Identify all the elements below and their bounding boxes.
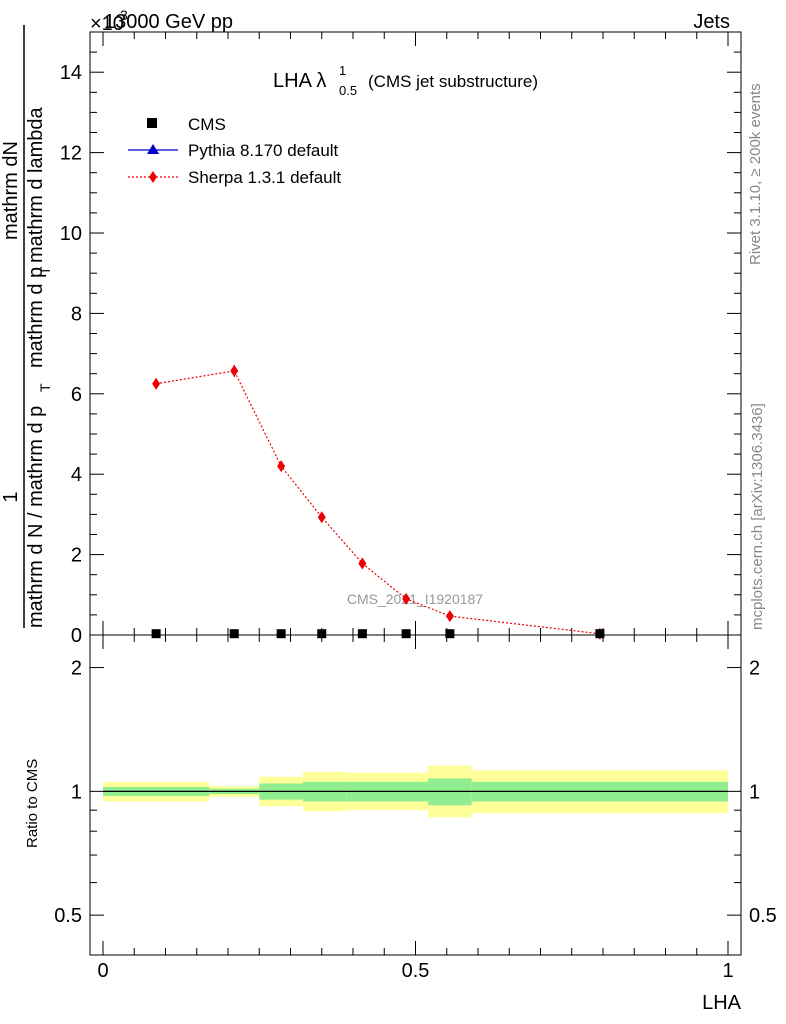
sherpa-point xyxy=(358,557,367,570)
legend-cms-label: CMS xyxy=(188,115,226,134)
cms-point xyxy=(401,629,411,639)
main-y-tick-label: 4 xyxy=(71,464,82,486)
legend-cms-marker xyxy=(147,118,157,128)
main-y-tick-label: 0 xyxy=(71,625,82,647)
sherpa-point xyxy=(230,364,239,377)
sherpa-point xyxy=(402,592,411,605)
ratio-tick-labels: 0.5 0.5 1 1 2 2 0 0.5 1 xyxy=(54,658,777,982)
main-y-tick-label: 14 xyxy=(60,62,82,84)
exponent-label: ×10 xyxy=(90,13,124,35)
ratio-y-tick-label-left: 1 xyxy=(71,781,82,803)
ratio-y-tick-label-right: 0.5 xyxy=(749,905,777,927)
legend-pythia-marker xyxy=(147,144,159,154)
y-label-inner-numerator: mathrm dN xyxy=(0,141,22,240)
legend-sherpa-marker xyxy=(149,171,157,183)
cms-point xyxy=(445,629,455,639)
y-label-denominator-2: mathrm d p xyxy=(25,267,47,368)
cms-point xyxy=(317,629,327,639)
top-y-axis-label: 1 mathrm dN mathrm d N / mathrm d p T ma… xyxy=(0,25,53,628)
y-label-denominator-sub: T xyxy=(37,383,53,392)
ratio-x-tick-label: 0.5 xyxy=(402,960,430,982)
cms-point xyxy=(595,629,605,639)
sherpa-point xyxy=(317,511,326,524)
process-label: Jets xyxy=(693,11,730,33)
y-label-numerator: 1 xyxy=(0,491,22,502)
legend: CMS Pythia 8.170 default Sherpa 1.3.1 de… xyxy=(128,115,341,187)
ratio-x-tick-label: 1 xyxy=(722,960,733,982)
analysis-watermark: CMS_2021_I1920187 xyxy=(347,591,483,607)
main-y-tick-label: 8 xyxy=(71,303,82,325)
y-label-denominator-sub-2: T xyxy=(37,266,53,275)
sherpa-series-line xyxy=(156,370,600,635)
title-subscript: 0.5 xyxy=(339,83,357,98)
ratio-y-tick-label-right: 2 xyxy=(749,658,760,680)
ratio-x-tick-label: 0 xyxy=(97,960,108,982)
main-y-tick-label: 2 xyxy=(71,545,82,567)
ratio-y-axis-label: Ratio to CMS xyxy=(24,759,41,848)
title-tail: (CMS jet substructure) xyxy=(368,72,538,91)
main-y-tick-label: 10 xyxy=(60,223,82,245)
sherpa-point xyxy=(445,610,454,623)
rivet-label: Rivet 3.1.10, ≥ 200k events xyxy=(747,83,764,265)
mcplots-label: mcplots.cern.ch [arXiv:1306.3436] xyxy=(749,403,766,630)
x-axis-label: LHA xyxy=(702,992,742,1014)
sherpa-point xyxy=(277,460,286,473)
ratio-axis-ticks xyxy=(90,635,741,956)
main-y-tick-labels: 0 2 4 6 8 10 12 14 xyxy=(60,62,82,647)
ratio-y-tick-label-left: 2 xyxy=(71,658,82,680)
main-y-tick-label: 12 xyxy=(60,143,82,165)
cms-point xyxy=(229,629,239,639)
title-main: LHA λ xyxy=(273,70,326,92)
ratio-bands xyxy=(103,765,728,818)
energy-label: 13000 GeV pp xyxy=(104,11,233,33)
cms-point xyxy=(357,629,367,639)
ratio-y-tick-label-right: 1 xyxy=(749,781,760,803)
legend-pythia-label: Pythia 8.170 default xyxy=(188,141,339,160)
cms-point xyxy=(151,629,161,639)
exponent-power: 3 xyxy=(120,7,128,23)
y-label-denominator-3: mathrm d lambda xyxy=(25,107,47,263)
plot-title: LHA λ 1 0.5 (CMS jet substructure) xyxy=(273,63,538,98)
title-superscript: 1 xyxy=(339,63,346,78)
main-y-tick-label: 6 xyxy=(71,384,82,406)
legend-sherpa-label: Sherpa 1.3.1 default xyxy=(188,168,341,187)
ratio-y-tick-label-left: 0.5 xyxy=(54,905,82,927)
sherpa-point xyxy=(152,377,161,390)
cms-point xyxy=(276,629,286,639)
y-label-denominator: mathrm d N / mathrm d p xyxy=(25,406,47,628)
